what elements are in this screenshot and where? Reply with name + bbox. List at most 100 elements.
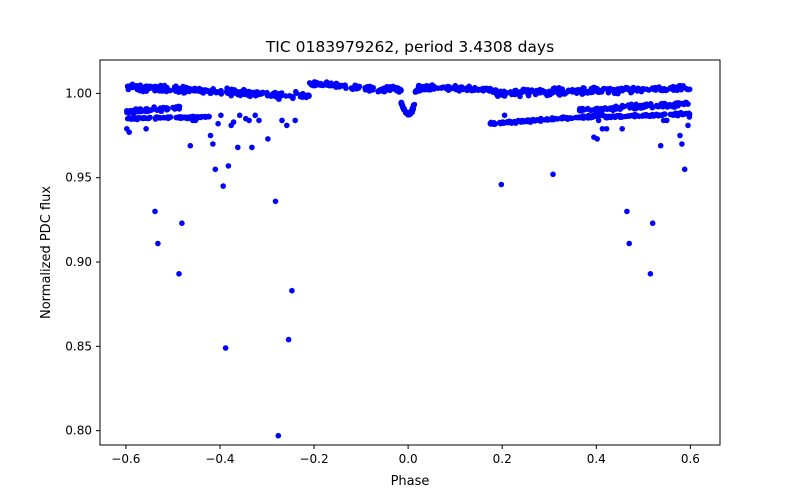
data-point (377, 86, 384, 93)
data-point (518, 88, 524, 95)
data-point (290, 94, 296, 100)
data-point (148, 107, 154, 113)
data-point (142, 115, 149, 121)
data-point (497, 91, 504, 98)
data-point (272, 198, 279, 205)
data-point (343, 85, 349, 91)
data-point (657, 85, 663, 91)
data-point (628, 89, 634, 96)
data-point (215, 120, 221, 127)
data-point (537, 89, 544, 96)
data-point (322, 81, 329, 88)
data-point (179, 220, 185, 226)
data-point (187, 142, 194, 149)
data-point (626, 240, 632, 247)
data-point (126, 129, 132, 135)
data-point (556, 85, 562, 91)
data-point (511, 89, 518, 95)
data-point (603, 126, 610, 132)
data-point (228, 92, 234, 99)
y-tick-label: 1.00 (65, 86, 92, 100)
data-point (605, 88, 612, 94)
data-point (252, 93, 259, 99)
data-point (595, 117, 602, 124)
data-point (285, 336, 292, 343)
data-point (289, 287, 295, 294)
data-point (576, 114, 582, 121)
data-point (199, 87, 206, 93)
data-point (679, 111, 686, 118)
data-point (235, 144, 241, 151)
data-point (590, 84, 597, 91)
data-point (619, 104, 626, 110)
data-point (209, 89, 215, 95)
data-point (647, 271, 654, 277)
data-point (669, 102, 675, 108)
data-point (356, 83, 363, 90)
data-point (457, 85, 464, 91)
data-point (653, 102, 660, 109)
data-point (133, 83, 140, 89)
data-point (657, 142, 664, 149)
data-point (612, 114, 618, 121)
data-point (647, 102, 653, 108)
data-point (207, 132, 214, 139)
data-point (628, 101, 635, 108)
data-point (483, 85, 490, 92)
data-point (599, 126, 606, 132)
data-point (249, 144, 255, 151)
data-point (214, 89, 220, 95)
data-point (639, 86, 646, 93)
data-point (265, 136, 271, 142)
x-tick-label: 0.6 (681, 452, 700, 466)
data-point (600, 86, 607, 92)
data-point (446, 84, 453, 90)
x-tick-label: 0.0 (399, 452, 418, 466)
data-point (664, 117, 670, 124)
chart-title: TIC 0183979262, period 3.4308 days (265, 38, 554, 56)
data-point (293, 88, 299, 95)
data-point (622, 113, 629, 120)
data-point (632, 104, 638, 111)
data-point (413, 88, 419, 94)
data-point (520, 118, 527, 124)
data-point (504, 119, 511, 125)
data-point (230, 119, 237, 125)
data-point (569, 86, 576, 93)
data-point (686, 114, 693, 120)
data-point (338, 83, 344, 89)
data-point (491, 120, 497, 126)
data-point (191, 87, 197, 94)
data-point (398, 101, 405, 108)
data-point (573, 90, 580, 96)
data-point (246, 117, 252, 124)
data-point (677, 132, 683, 139)
data-point (173, 88, 179, 94)
y-tick-label: 0.85 (65, 339, 92, 353)
data-point (153, 87, 159, 94)
data-point (653, 111, 660, 118)
data-point (671, 112, 677, 118)
data-point (679, 141, 685, 147)
data-point (643, 111, 649, 118)
data-point (615, 90, 621, 96)
x-tick-label: 0.2 (493, 452, 512, 466)
data-point (409, 105, 416, 112)
y-tick-label: 0.90 (65, 255, 92, 269)
data-point (222, 345, 229, 351)
data-point (538, 117, 544, 123)
data-point (212, 166, 219, 173)
data-point (152, 208, 158, 215)
data-point (640, 104, 646, 111)
data-point (206, 113, 212, 120)
data-point (490, 89, 496, 95)
data-point (397, 86, 403, 93)
data-point (405, 111, 411, 118)
data-point (257, 91, 264, 97)
x-tick-label: 0.4 (587, 452, 606, 466)
data-point (366, 88, 373, 94)
data-point (164, 105, 170, 111)
data-point (677, 82, 683, 89)
data-point (256, 117, 262, 124)
